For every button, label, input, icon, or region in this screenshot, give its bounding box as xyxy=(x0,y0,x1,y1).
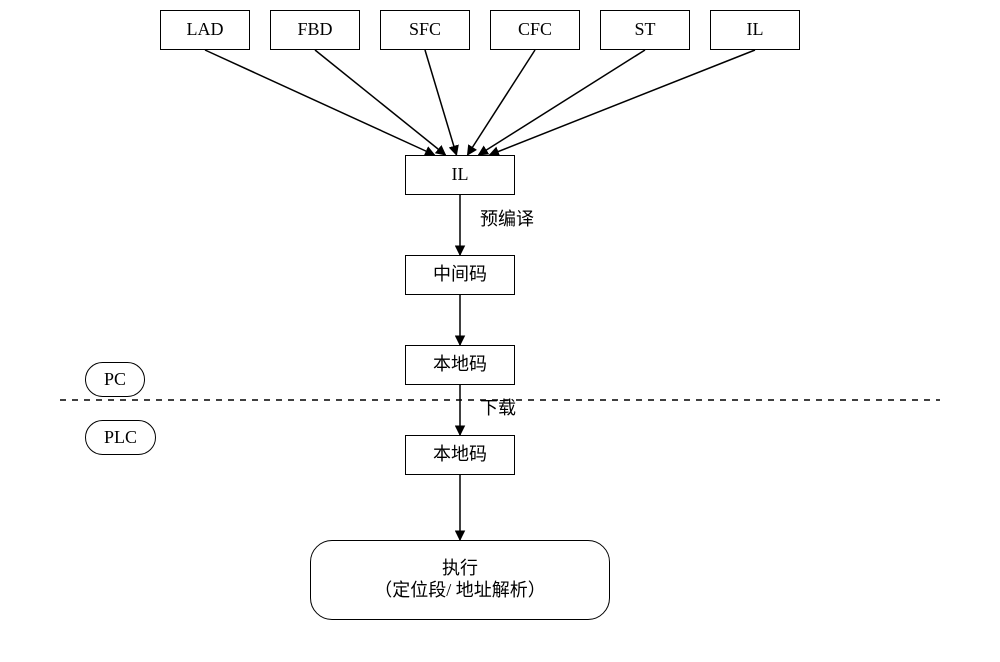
node-local-plc: 本地码 xyxy=(405,435,515,475)
node-label: 本地码 xyxy=(433,354,487,376)
flowchart-canvas: LAD FBD SFC CFC ST IL IL 中间码 本地码 本地码 执行 … xyxy=(0,0,1000,662)
node-intermediate: 中间码 xyxy=(405,255,515,295)
node-label: 本地码 xyxy=(433,444,487,466)
node-label: LAD xyxy=(187,19,224,41)
node-label: 中间码 xyxy=(433,264,487,286)
node-cfc: CFC xyxy=(490,10,580,50)
node-il: IL xyxy=(405,155,515,195)
node-exec-content: 执行 （定位段/ 地址解析） xyxy=(374,558,546,601)
node-label: ST xyxy=(634,19,655,41)
zone-text: PLC xyxy=(104,427,137,447)
node-label: CFC xyxy=(518,19,552,41)
node-label: SFC xyxy=(409,19,441,41)
node-label: IL xyxy=(452,164,469,186)
zone-label-pc: PC xyxy=(85,362,145,397)
node-fbd: FBD xyxy=(270,10,360,50)
zone-label-plc: PLC xyxy=(85,420,156,455)
node-lad: LAD xyxy=(160,10,250,50)
node-label: 执行 xyxy=(374,558,546,580)
node-sublabel: （定位段/ 地址解析） xyxy=(374,580,546,602)
node-local-pc: 本地码 xyxy=(405,345,515,385)
edge-label-download: 下载 xyxy=(480,394,516,420)
node-label: FBD xyxy=(297,19,332,41)
edge-label-precompile: 预编译 xyxy=(480,205,534,231)
node-execute: 执行 （定位段/ 地址解析） xyxy=(310,540,610,620)
zone-text: PC xyxy=(104,369,126,389)
node-sfc: SFC xyxy=(380,10,470,50)
node-st: ST xyxy=(600,10,690,50)
node-il-top: IL xyxy=(710,10,800,50)
node-label: IL xyxy=(747,19,764,41)
